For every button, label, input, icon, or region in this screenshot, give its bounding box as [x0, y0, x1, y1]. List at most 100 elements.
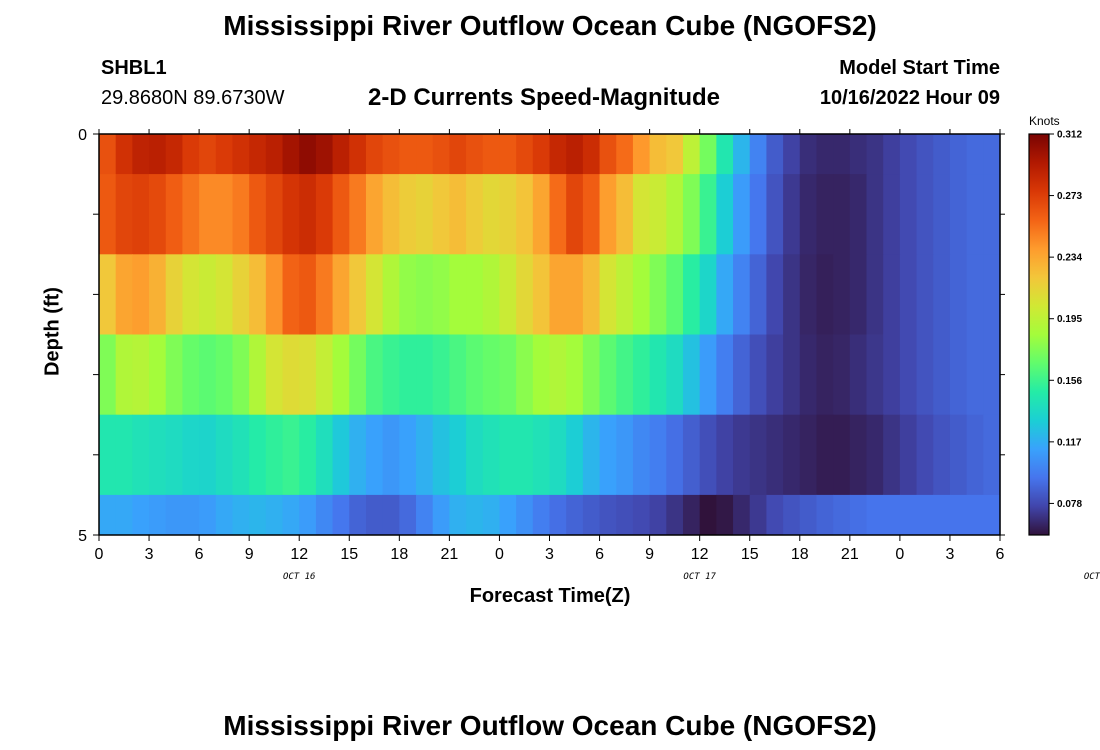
- heatmap-cell: [883, 174, 901, 255]
- heatmap-cell: [866, 414, 884, 496]
- heatmap-cell: [132, 414, 150, 496]
- heatmap-cell: [466, 414, 484, 496]
- heatmap-cell: [416, 174, 434, 255]
- heatmap-cell: [783, 414, 801, 496]
- heatmap-cell: [549, 254, 567, 335]
- heatmap-cell: [616, 174, 634, 255]
- x-tick-label: 15: [340, 546, 358, 563]
- heatmap-cell: [816, 134, 834, 175]
- x-tick-label: 6: [195, 546, 204, 563]
- heatmap-cell: [299, 134, 317, 175]
- heatmap-cell: [916, 494, 934, 536]
- heatmap-cell: [566, 494, 584, 536]
- heatmap-cell: [449, 134, 467, 175]
- heatmap-cell: [716, 334, 734, 416]
- heatmap-cell: [282, 134, 300, 175]
- heatmap-cell: [232, 174, 250, 255]
- heatmap-cell: [699, 494, 717, 536]
- heatmap-cell: [599, 254, 617, 335]
- heatmap-cell: [399, 334, 417, 416]
- heatmap-cell: [799, 254, 818, 335]
- heatmap-cell: [232, 334, 250, 416]
- heatmap-cell: [432, 414, 450, 496]
- heatmap-cell: [966, 494, 984, 536]
- heatmap-cell: [733, 134, 751, 175]
- x-tick-label: 6: [595, 546, 604, 563]
- heatmap-cells: [99, 134, 1001, 536]
- heatmap-cell: [265, 494, 284, 536]
- colorbar-tick-label: 0.312: [1057, 130, 1082, 141]
- heatmap-cell: [649, 254, 667, 335]
- heatmap-cell: [849, 414, 868, 496]
- heatmap-cell: [916, 134, 934, 175]
- heatmap-cell: [215, 414, 234, 496]
- heatmap-cell: [482, 174, 501, 255]
- x-tick-label: 3: [945, 546, 954, 563]
- page-title-bottom: Mississippi River Outflow Ocean Cube (NG…: [223, 710, 877, 741]
- heatmap-cell: [916, 334, 934, 416]
- heatmap-cell: [599, 334, 617, 416]
- heatmap-cell: [699, 334, 717, 416]
- heatmap-cell: [499, 494, 517, 536]
- heatmap-cell: [766, 174, 784, 255]
- station-coords: 29.8680N 89.6730W: [101, 87, 285, 109]
- heatmap-cell: [599, 494, 617, 536]
- heatmap-cell: [332, 134, 350, 175]
- heatmap-cell: [282, 414, 300, 496]
- heatmap-cell: [382, 494, 400, 536]
- heatmap-cell: [966, 254, 984, 335]
- heatmap-cell: [165, 174, 184, 255]
- heatmap-cell: [382, 334, 400, 416]
- heatmap-cell: [399, 174, 417, 255]
- heatmap-cell: [499, 174, 517, 255]
- heatmap-cell: [833, 414, 851, 496]
- heatmap-cell: [449, 414, 467, 496]
- heatmap-cell: [783, 174, 801, 255]
- colorbar-unit: Knots: [1029, 114, 1060, 128]
- heatmap-cell: [699, 174, 717, 255]
- colorbar-ramp: [1028, 133, 1050, 536]
- heatmap-cell: [99, 494, 117, 536]
- x-tick-label: 15: [741, 546, 759, 563]
- heatmap-cell: [315, 334, 334, 416]
- x-date-label: OCT 18: [1084, 572, 1100, 582]
- heatmap-cell: [466, 134, 484, 175]
- heatmap-cell: [649, 494, 667, 536]
- heatmap-cell: [182, 494, 200, 536]
- heatmap-cell: [382, 414, 400, 496]
- heatmap-cell: [816, 414, 834, 496]
- heatmap-cell: [749, 174, 768, 255]
- heatmap-cell: [299, 494, 317, 536]
- heatmap-cell: [632, 414, 651, 496]
- heatmap-cell: [983, 134, 1001, 175]
- x-tick-label: 18: [791, 546, 809, 563]
- heatmap-cell: [699, 134, 717, 175]
- heatmap-cell: [332, 174, 350, 255]
- heatmap-cell: [733, 494, 751, 536]
- heatmap-cell: [616, 334, 634, 416]
- heatmap-cell: [616, 134, 634, 175]
- heatmap-cell: [816, 174, 834, 255]
- heatmap-cell: [699, 254, 717, 335]
- heatmap-cell: [149, 494, 167, 536]
- heatmap-cell: [983, 414, 1001, 496]
- heatmap-cell: [699, 414, 717, 496]
- heatmap-cell: [582, 254, 601, 335]
- heatmap-cell: [833, 494, 851, 536]
- model-start-label: Model Start Time: [839, 57, 1000, 79]
- heatmap-cell: [783, 254, 801, 335]
- heatmap-cell: [966, 414, 984, 496]
- colorbar: Knots 0.312 0.273 0.234 0.195 0.156 0.117 0.078: [1028, 114, 1082, 536]
- heatmap-cell: [249, 254, 267, 335]
- heatmap-cell: [215, 174, 234, 255]
- heatmap-cell: [866, 494, 884, 536]
- heatmap-cell: [799, 174, 818, 255]
- heatmap-cell: [599, 134, 617, 175]
- x-tick-label: 0: [495, 546, 504, 563]
- heatmap-cell: [249, 494, 267, 536]
- heatmap-cell: [799, 414, 818, 496]
- heatmap-cell: [365, 494, 384, 536]
- colorbar-tick-label: 0.273: [1057, 191, 1082, 202]
- x-tick-label: 9: [645, 546, 654, 563]
